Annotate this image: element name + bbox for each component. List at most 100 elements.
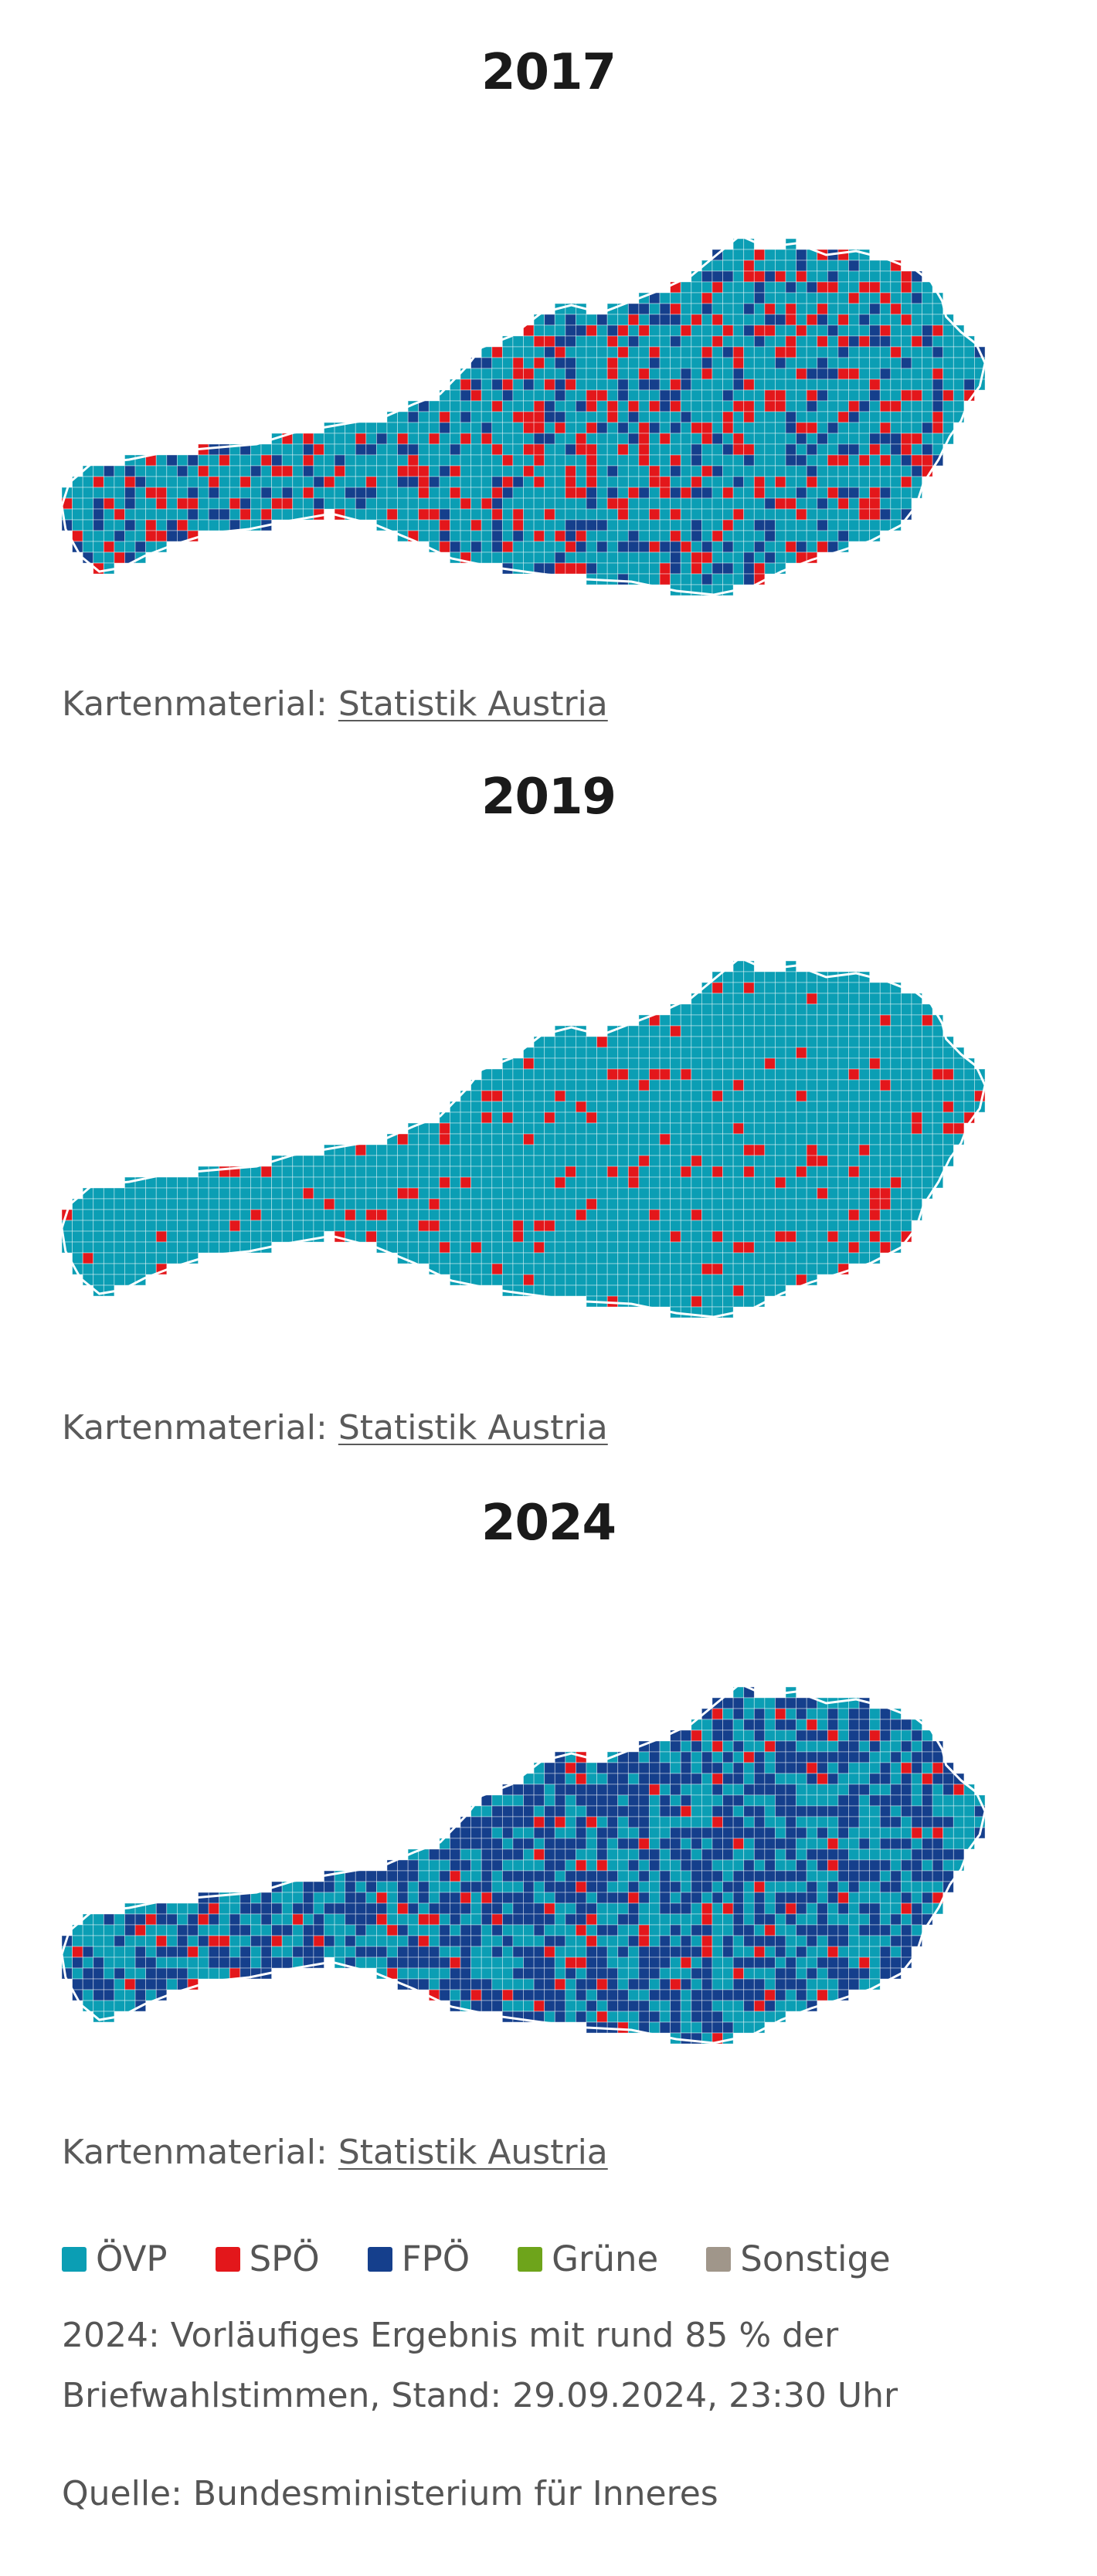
municipality-cell — [481, 1957, 493, 1969]
municipality-cell — [586, 1187, 597, 1200]
municipality-cell — [753, 324, 766, 337]
municipality-cell — [817, 1957, 828, 1969]
municipality-cell — [764, 1230, 776, 1243]
statistik-austria-link[interactable]: Statistik Austria — [338, 684, 608, 724]
municipality-cell — [680, 400, 692, 412]
municipality-cell — [481, 1068, 493, 1081]
municipality-cell — [219, 519, 230, 531]
municipality-cell — [501, 378, 514, 391]
municipality-cell — [680, 562, 692, 575]
municipality-cell — [732, 1773, 745, 1785]
municipality-cell — [732, 1967, 745, 1980]
municipality-cell — [428, 465, 440, 477]
municipality-cell — [512, 1870, 524, 1882]
municipality-cell — [617, 1924, 629, 1936]
municipality-cell — [837, 314, 849, 326]
municipality-cell — [732, 541, 745, 553]
municipality-cell — [743, 508, 755, 521]
municipality-cell — [743, 357, 755, 369]
municipality-cell — [879, 1047, 892, 1059]
municipality-cell — [659, 1913, 671, 1926]
municipality-cell — [470, 1838, 482, 1850]
municipality-cell — [753, 1090, 766, 1102]
municipality-cell — [93, 1187, 104, 1200]
municipality-cell — [292, 1924, 304, 1936]
municipality-cell — [785, 249, 796, 261]
statistik-austria-link[interactable]: Statistik Austria — [338, 2133, 608, 2172]
municipality-cell — [753, 368, 766, 380]
municipality-cell — [523, 1209, 535, 1221]
municipality-cell — [827, 1859, 839, 1872]
municipality-cell — [722, 411, 734, 423]
municipality-cell — [114, 1924, 125, 1936]
municipality-cell — [817, 433, 828, 445]
municipality-cell — [796, 1957, 807, 1969]
municipality-cell — [627, 1924, 640, 1936]
municipality-cell — [848, 1101, 860, 1113]
municipality-cell — [670, 1090, 681, 1102]
municipality-cell — [176, 1187, 188, 1200]
municipality-cell — [942, 411, 954, 423]
municipality-cell — [407, 1241, 419, 1254]
municipality-cell — [722, 1892, 734, 1904]
municipality-cell — [470, 378, 482, 391]
municipality-cell — [691, 1913, 702, 1926]
municipality-cell — [890, 1047, 902, 1059]
municipality-cell — [576, 1827, 587, 1839]
municipality-cell — [491, 1946, 503, 1958]
municipality-cell — [386, 1957, 398, 1969]
municipality-cell — [565, 465, 576, 477]
municipality-cell — [491, 519, 503, 531]
municipality-cell — [890, 1870, 902, 1882]
municipality-cell — [470, 433, 482, 445]
municipality-cell — [942, 378, 954, 391]
municipality-cell — [386, 1230, 398, 1243]
municipality-cell — [565, 1036, 576, 1048]
municipality-cell — [93, 487, 104, 499]
municipality-cell — [722, 1989, 734, 2001]
municipality-cell — [501, 411, 514, 423]
statistik-austria-link[interactable]: Statistik Austria — [338, 1408, 608, 1448]
municipality-cell — [470, 497, 482, 510]
municipality-cell — [827, 1057, 839, 1070]
municipality-cell — [670, 1079, 681, 1091]
municipality-cell — [869, 1902, 881, 1915]
municipality-cell — [544, 1047, 555, 1059]
municipality-cell — [649, 1784, 661, 1796]
municipality-cell — [932, 346, 944, 358]
municipality-cell — [858, 1827, 871, 1839]
municipality-cell — [250, 1924, 262, 1936]
municipality-cell — [501, 433, 514, 445]
municipality-cell — [922, 1805, 933, 1817]
municipality-cell — [712, 1773, 723, 1785]
municipality-cell — [796, 1176, 807, 1189]
municipality-cell — [292, 487, 304, 499]
municipality-cell — [386, 454, 398, 467]
municipality-cell — [764, 411, 776, 423]
municipality-cell — [963, 368, 975, 380]
municipality-cell — [785, 1198, 796, 1210]
municipality-cell — [418, 443, 430, 456]
municipality-cell — [292, 1155, 304, 1167]
municipality-cell — [397, 1209, 409, 1221]
municipality-cell — [523, 1784, 535, 1796]
municipality-cell — [428, 400, 440, 412]
municipality-cell — [596, 1892, 608, 1904]
municipality-cell — [450, 1989, 461, 2001]
municipality-cell — [166, 519, 178, 531]
municipality-cell — [701, 1090, 713, 1102]
municipality-cell — [586, 552, 597, 564]
municipality-cell — [659, 508, 671, 521]
municipality-cell — [219, 508, 230, 521]
municipality-cell — [407, 443, 419, 456]
municipality-cell — [858, 260, 871, 272]
municipality-cell — [260, 1176, 272, 1189]
municipality-cell — [533, 1068, 545, 1081]
municipality-cell — [796, 1209, 807, 1221]
municipality-cell — [817, 1708, 828, 1720]
municipality-cell — [680, 2021, 692, 2034]
municipality-cell — [691, 497, 702, 510]
municipality-cell — [701, 368, 713, 380]
municipality-cell — [911, 1090, 922, 1102]
municipality-cell — [596, 357, 608, 369]
